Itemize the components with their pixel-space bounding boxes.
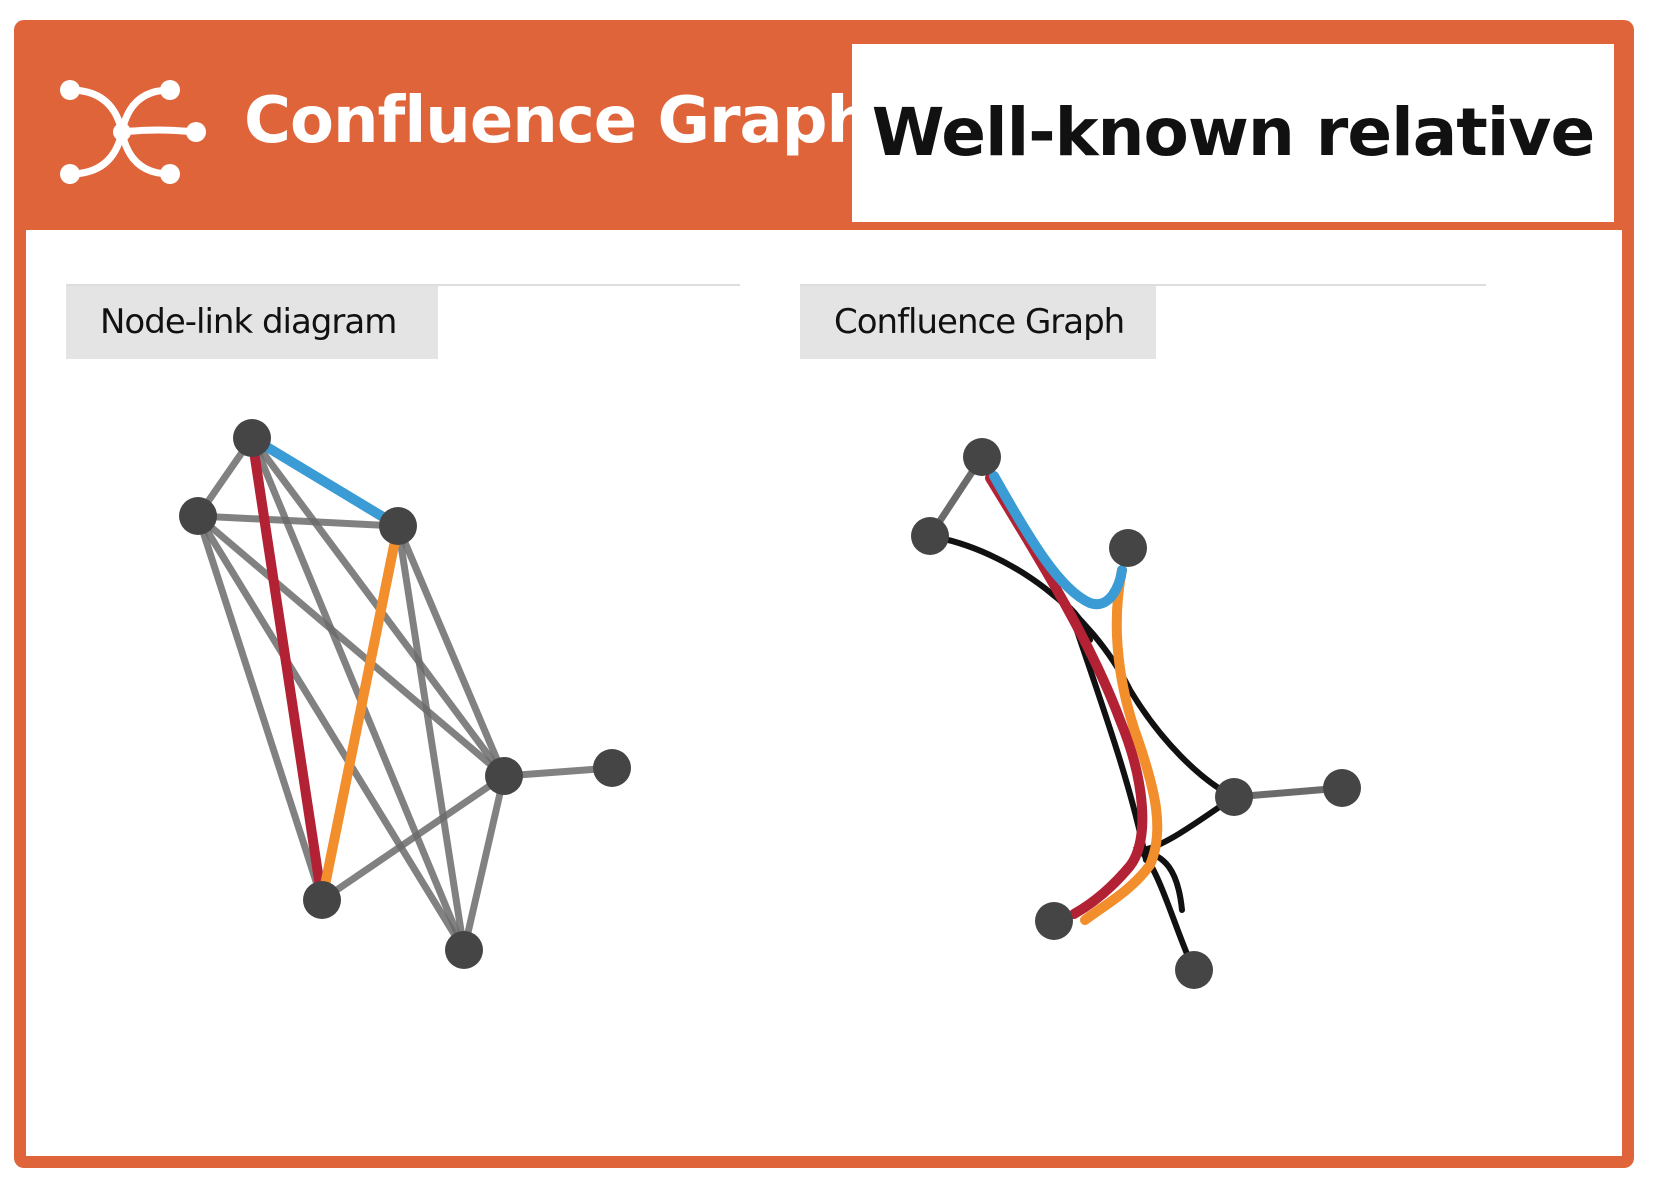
topic-box: Well-known relative: [852, 44, 1614, 222]
edge-f-g: [460, 772, 508, 954]
node: [593, 749, 631, 787]
header-bar: Confluence Graph Well-known relative: [26, 32, 1622, 230]
node: [1323, 769, 1361, 807]
panel-divider: [800, 284, 1486, 286]
edge-red-path: [985, 473, 1148, 919]
node: [1035, 902, 1073, 940]
edge-blue-path: [989, 471, 1127, 610]
card-frame: Confluence Graph Well-known relative Nod…: [14, 20, 1634, 1168]
node: [1109, 529, 1147, 567]
edge-a-g: [248, 434, 468, 954]
panel-label-confluence: Confluence Graph: [800, 286, 1156, 359]
edge-b-f: [194, 512, 508, 780]
topic-title: Well-known relative: [871, 94, 1595, 171]
brand-area: Confluence Graph: [26, 32, 872, 230]
confluent-track: [927, 533, 1237, 800]
edge-orange-path: [1080, 565, 1163, 925]
edge-b-c: [194, 512, 402, 530]
node: [379, 507, 417, 545]
node: [1215, 778, 1253, 816]
edge-b-e: [194, 512, 326, 904]
node: [911, 517, 949, 555]
node: [303, 881, 341, 919]
edge-c-f: [394, 522, 508, 780]
panel-label-node-link: Node-link diagram: [66, 286, 438, 359]
node: [179, 497, 217, 535]
node: [1175, 951, 1213, 989]
edge-c-g: [394, 522, 468, 954]
brand-title: Confluence Graph: [244, 84, 872, 158]
edge-c-e-orange: [317, 521, 403, 905]
edge-e-f: [318, 772, 508, 904]
edge-b-g: [194, 512, 468, 954]
node: [445, 931, 483, 969]
confluence-graph-icon: [60, 80, 206, 184]
edge-a-c-blue: [247, 433, 403, 531]
node: [963, 438, 1001, 476]
node: [233, 419, 271, 457]
edge-a-e-red: [247, 433, 327, 905]
node: [485, 757, 523, 795]
panel-divider: [66, 284, 740, 286]
